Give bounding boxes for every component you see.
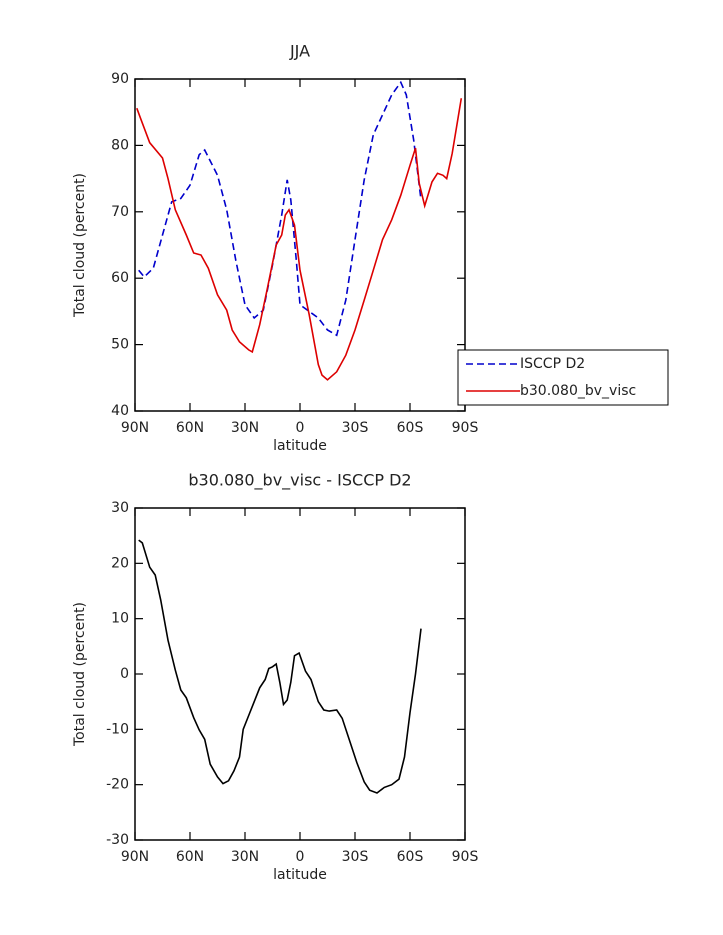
x-tick-label: 60N <box>176 849 204 865</box>
x-tick-label: 0 <box>296 420 305 436</box>
y-tick-label: 20 <box>111 555 129 571</box>
x-tick-label: 90S <box>452 420 479 436</box>
data-line <box>138 80 422 337</box>
y-axis-label: Total cloud (percent) <box>72 602 88 747</box>
chart-title: b30.080_bv_visc - ISCCP D2 <box>188 471 411 491</box>
y-tick-label: -30 <box>106 832 129 848</box>
legend: ISCCP D2 b30.080_bv_visc <box>457 349 669 406</box>
x-tick-label: 30N <box>231 849 259 865</box>
y-axis-label: Total cloud (percent) <box>72 173 88 318</box>
y-tick-label: 80 <box>111 137 129 153</box>
y-tick-label: 40 <box>111 403 129 419</box>
y-tick-label: 10 <box>111 611 129 627</box>
x-axis-label: latitude <box>273 867 327 883</box>
legend-label: ISCCP D2 <box>520 356 585 372</box>
y-tick-label: 0 <box>120 666 129 682</box>
y-tick-label: 90 <box>111 71 129 87</box>
y-tick-label: -20 <box>106 777 129 793</box>
plot-frame <box>134 78 466 412</box>
x-tick-label: 90S <box>452 849 479 865</box>
y-tick-label: 70 <box>111 204 129 220</box>
x-tick-label: 30S <box>342 849 369 865</box>
x-tick-label: 60N <box>176 420 204 436</box>
y-tick-label: 60 <box>111 270 129 286</box>
y-tick-label: -10 <box>106 721 129 737</box>
x-tick-label: 90N <box>121 420 149 436</box>
legend-box <box>457 349 669 406</box>
x-tick-label: 60S <box>397 420 424 436</box>
data-line <box>138 539 422 794</box>
x-tick-label: 30S <box>342 420 369 436</box>
x-tick-label: 60S <box>397 849 424 865</box>
data-line <box>136 98 463 381</box>
legend-label: b30.080_bv_visc <box>520 383 636 399</box>
plot-frame <box>134 507 466 841</box>
x-tick-label: 30N <box>231 420 259 436</box>
x-tick-label: 90N <box>121 849 149 865</box>
y-tick-label: 50 <box>111 337 129 353</box>
x-axis-label: latitude <box>273 438 327 454</box>
y-tick-label: 30 <box>111 500 129 516</box>
x-tick-label: 0 <box>296 849 305 865</box>
chart-title: JJA <box>289 42 310 61</box>
